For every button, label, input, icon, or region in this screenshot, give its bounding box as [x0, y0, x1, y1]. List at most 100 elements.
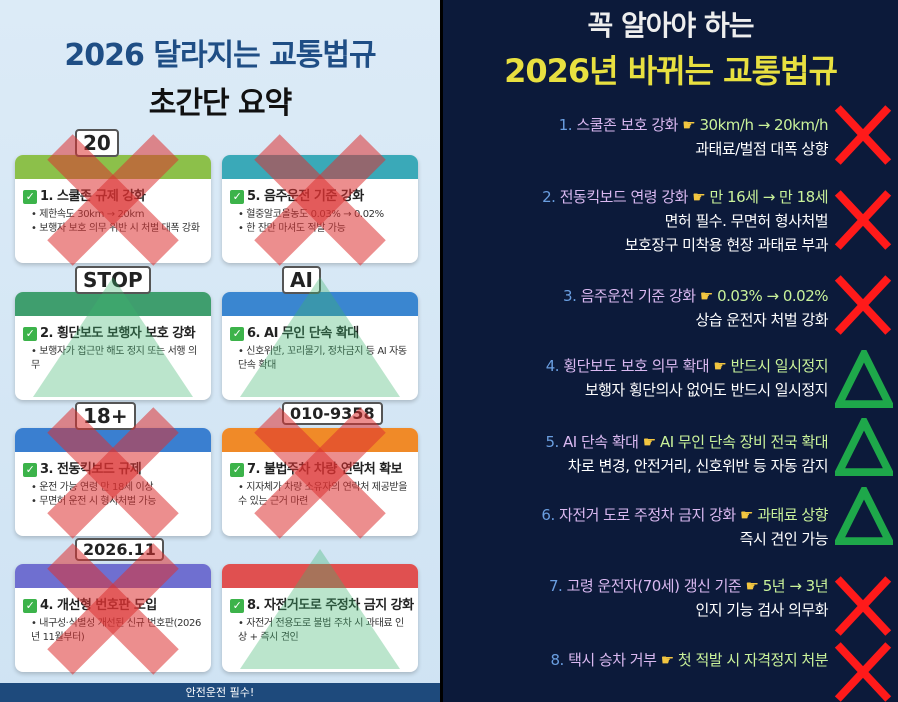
- rule-item: 1. 스쿨존 보호 강화 ☛ 30km/h → 20km/h 과태료/벌점 대폭 …: [558, 113, 829, 161]
- rule-item: 3. 음주운전 기준 강화 ☛ 0.03% → 0.02% 상습 운전자 처벌 강…: [563, 284, 828, 332]
- card-bullet: • 보행자가 접근만 해도 정지 또는 서행 의무: [31, 346, 197, 371]
- item-highlight: 0.03% → 0.02%: [717, 287, 828, 305]
- green-triangle-mark-icon: [832, 482, 896, 545]
- item-detail: 과태료/벌점 대폭 상향: [695, 140, 828, 158]
- card-title: ✓ 3. 전동킥보드 규제: [15, 452, 211, 477]
- card-illustration-icon: 18+: [75, 402, 136, 430]
- rule-card: ✓ 1. 스쿨존 규제 강화 • 제한속도 30km → 20km • 보행자 보호 …: [15, 155, 211, 263]
- rule-item: 8. 택시 승차 거부 ☛ 첫 적발 시 자격정지 처분: [550, 648, 828, 672]
- item-highlight: 5년 → 3년: [762, 577, 829, 595]
- card-header-band: [15, 155, 211, 179]
- red-x-mark-icon: [835, 105, 891, 165]
- pointing-hand-icon: ☛: [682, 116, 696, 134]
- rule-card: ✓ 7. 불법주차 차량 연락처 확보 • 지자체가 차량 소유자의 연락처 제공받…: [222, 428, 418, 536]
- item-number: 7.: [548, 577, 563, 595]
- item-detail: 즉시 견인 가능: [739, 530, 829, 548]
- item-number: 6.: [541, 506, 555, 524]
- rule-item: 4. 횡단보도 보호 의무 확대 ☛ 반드시 일시정지 보행자 횡단의사 없어도 …: [545, 354, 829, 402]
- card-bullet: • 내구성·식별성 개선된 신규 번호판(2026년 11월부터): [31, 618, 201, 643]
- card-title: ✓ 1. 스쿨존 규제 강화: [15, 179, 211, 204]
- card-header-band: [15, 428, 211, 452]
- card-bullet: • 혈중알코올농도 0.03% → 0.02%: [238, 209, 384, 220]
- pointing-hand-icon: ☛: [660, 651, 674, 669]
- card-illustration-icon: STOP: [75, 266, 151, 294]
- card-header-band: [15, 564, 211, 588]
- rule-card: ✓ 3. 전동킥보드 규제 • 운전 가능 연령 만 18세 이상 • 무면허 운전 …: [15, 428, 211, 536]
- right-title: 꼭 알아야 하는: [587, 9, 754, 42]
- green-triangle-mark-icon: [832, 345, 896, 408]
- item-highlight: 30km/h → 20km/h: [699, 116, 829, 134]
- rule-card: ✓ 2. 횡단보도 보행자 보호 강화 • 보행자가 접근만 해도 정지 또는 서행…: [15, 292, 211, 400]
- footer-banner: 안전운전 필수!: [0, 683, 440, 702]
- item-number: 4.: [545, 357, 560, 375]
- left-title: 2026 달라지는 교통법규: [64, 38, 376, 73]
- item-detail: 차로 변경, 안전거리, 신호위반 등 자동 감지: [567, 457, 829, 475]
- card-title: ✓ 7. 불법주차 차량 연락처 확보: [222, 452, 418, 477]
- card-title: ✓ 8. 자전거도로 주정차 금지 강화: [222, 588, 418, 613]
- card-bullet: • 신호위반, 꼬리물기, 정차금지 등 AI 자동단속 확대: [238, 346, 407, 371]
- card-bullet: • 한 잔만 마셔도 적발 가능: [238, 223, 346, 234]
- card-title: ✓ 2. 횡단보도 보행자 보호 강화: [15, 316, 211, 341]
- card-bullet: • 무면허 운전 시 형사처벌 가능: [31, 496, 156, 507]
- pointing-hand-icon: ☛: [692, 188, 706, 206]
- item-title: 자전거 도로 주정차 금지 강화: [559, 506, 736, 524]
- card-header-band: [222, 428, 418, 452]
- red-x-mark-icon: [835, 190, 891, 250]
- card-bullet: • 자전거 전용도로 불법 주차 시 과태료 인상 + 즉시 견인: [238, 618, 404, 643]
- item-title: 횡단보도 보호 의무 확대: [563, 357, 710, 375]
- rule-card: ✓ 6. AI 무인 단속 확대 • 신호위반, 꼬리물기, 정차금지 등 AI 자…: [222, 292, 418, 400]
- card-header-band: [222, 155, 418, 179]
- item-number: 8.: [550, 651, 564, 669]
- item-detail: 인지 기능 검사 의무화: [695, 601, 828, 619]
- left-infographic: 2026 달라지는 교통법규 초간단 요약 ✓ 1. 스쿨존 규제 강화 • 제한속…: [0, 0, 440, 702]
- item-title: 전동킥보드 연령 강화: [559, 188, 689, 206]
- item-highlight: 첫 적발 시 자격정지 처분: [677, 651, 829, 669]
- card-bullet: • 보행자 보호 의무 위반 시 처벌 대폭 강화: [31, 223, 200, 234]
- card-bullet: • 제한속도 30km → 20km: [31, 209, 145, 220]
- item-number: 3.: [563, 287, 577, 305]
- card-title: ✓ 4. 개선형 번호판 도입: [15, 588, 211, 613]
- check-icon: ✓: [230, 327, 244, 341]
- pointing-hand-icon: ☛: [699, 287, 713, 305]
- red-x-mark-icon: [835, 275, 891, 335]
- check-icon: ✓: [23, 463, 37, 477]
- check-icon: ✓: [23, 190, 37, 204]
- red-x-mark-icon: [835, 576, 891, 636]
- item-highlight: 과태료 상향: [757, 506, 828, 524]
- card-title: ✓ 5. 음주운전 기준 강화: [222, 179, 418, 204]
- rule-card: ✓ 4. 개선형 번호판 도입 • 내구성·식별성 개선된 신규 번호판(2026년…: [15, 564, 211, 672]
- item-title: AI 단속 확대: [563, 433, 639, 451]
- pointing-hand-icon: ☛: [642, 433, 656, 451]
- item-number: 2.: [542, 188, 556, 206]
- card-bullet: • 운전 가능 연령 만 18세 이상: [31, 482, 154, 493]
- rule-card: ✓ 8. 자전거도로 주정차 금지 강화 • 자전거 전용도로 불법 주차 시 과태…: [222, 564, 418, 672]
- item-detail: 상습 운전자 처벌 강화: [695, 311, 828, 329]
- item-highlight: 반드시 일시정지: [730, 357, 829, 375]
- card-title: ✓ 6. AI 무인 단속 확대: [222, 316, 418, 341]
- card-illustration-icon: 2026.11: [75, 538, 164, 561]
- item-number: 1.: [558, 116, 573, 134]
- right-infographic: 꼭 알아야 하는 2026년 바뀌는 교통법규 1. 스쿨존 보호 강화 ☛ 3…: [443, 0, 898, 702]
- pointing-hand-icon: ☛: [739, 506, 753, 524]
- left-subtitle: 초간단 요약: [148, 86, 292, 121]
- check-icon: ✓: [230, 190, 244, 204]
- card-header-band: [222, 564, 418, 588]
- rule-card: ✓ 5. 음주운전 기준 강화 • 혈중알코올농도 0.03% → 0.02% • 한…: [222, 155, 418, 263]
- item-detail: 면허 필수. 무면허 형사처벌: [664, 212, 829, 230]
- card-header-band: [15, 292, 211, 316]
- pointing-hand-icon: ☛: [745, 577, 759, 595]
- green-triangle-mark-icon: [832, 413, 896, 476]
- pointing-hand-icon: ☛: [713, 357, 727, 375]
- item-title: 택시 승차 거부: [568, 651, 657, 669]
- red-x-mark-icon: [835, 642, 891, 702]
- card-header-band: [222, 292, 418, 316]
- card-bullet: • 지자체가 차량 소유자의 연락처 제공받을 수 있는 근거 마련: [238, 482, 407, 507]
- item-number: 5.: [545, 433, 559, 451]
- item-detail: 보호장구 미착용 현장 과태료 부과: [624, 236, 829, 254]
- item-highlight: 만 16세 → 만 18세: [709, 188, 828, 206]
- check-icon: ✓: [23, 599, 37, 613]
- card-illustration-icon: 010-9358: [282, 402, 383, 425]
- check-icon: ✓: [230, 599, 244, 613]
